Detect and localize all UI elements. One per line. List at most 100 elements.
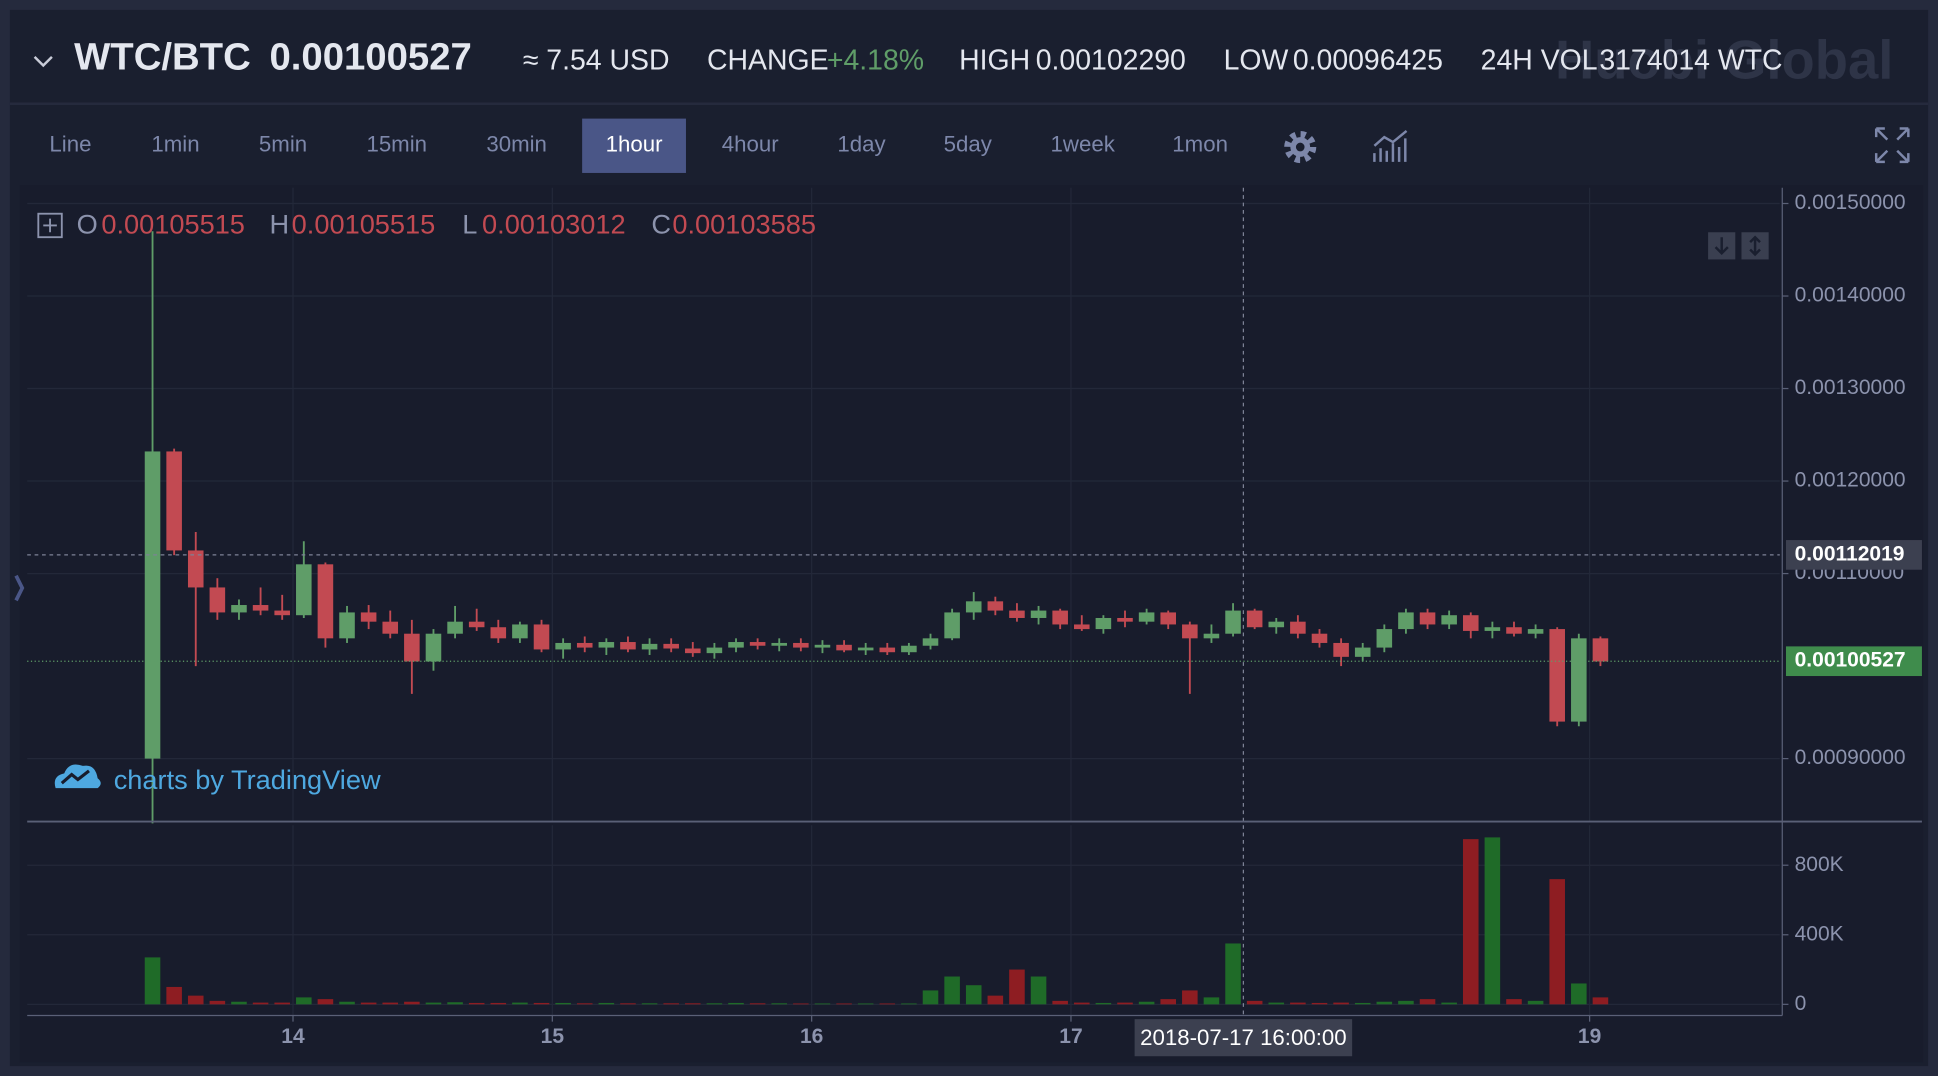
candle-body bbox=[252, 605, 269, 611]
open-label: O bbox=[77, 208, 98, 239]
candle-body bbox=[1506, 627, 1522, 634]
volume-bar bbox=[1182, 990, 1198, 1005]
volume-bar bbox=[965, 985, 982, 1005]
candle-body bbox=[1398, 612, 1414, 630]
volume-bar bbox=[1073, 1002, 1090, 1005]
candle-body bbox=[901, 645, 917, 653]
low-label: L bbox=[462, 208, 477, 239]
volume-bar bbox=[793, 1003, 809, 1005]
interval-tab[interactable]: Line bbox=[49, 132, 91, 157]
volume-bar bbox=[987, 995, 1004, 1005]
interval-tab[interactable]: 1mon bbox=[1172, 132, 1228, 157]
side-handle[interactable] bbox=[14, 574, 25, 602]
collapse-icon[interactable] bbox=[33, 55, 53, 68]
x-tick-label: 19 bbox=[1578, 1025, 1601, 1048]
low-label: LOW bbox=[1224, 44, 1289, 76]
candle-body bbox=[1549, 629, 1565, 722]
volume-bar bbox=[1571, 983, 1587, 1005]
candle-body bbox=[1073, 624, 1090, 630]
candle-body bbox=[382, 621, 399, 634]
volume-bar bbox=[555, 1002, 571, 1005]
candle-body bbox=[1117, 617, 1133, 622]
volume-bar bbox=[857, 1003, 874, 1005]
bars-glyph bbox=[1373, 138, 1407, 162]
volume-bar bbox=[879, 1003, 896, 1005]
high-label: H bbox=[269, 208, 289, 239]
volume-bar bbox=[425, 1002, 442, 1005]
interval-tab[interactable]: 5day bbox=[944, 132, 993, 157]
interval-tab[interactable]: 4hour bbox=[722, 132, 779, 157]
candle-body bbox=[339, 612, 355, 639]
high-value: 0.00102290 bbox=[1036, 44, 1186, 76]
change-label: CHANGE bbox=[707, 44, 829, 76]
x-tick-label: 15 bbox=[541, 1025, 565, 1048]
candle-body bbox=[317, 564, 334, 639]
candle-body bbox=[533, 624, 550, 650]
volume-bar bbox=[144, 957, 161, 1005]
vol-value: 3174014 WTC bbox=[1599, 44, 1782, 76]
volume-bar bbox=[1354, 1002, 1371, 1005]
candle-body bbox=[1182, 624, 1198, 639]
cloud-icon bbox=[54, 764, 101, 789]
interval-tab[interactable]: 1hour bbox=[606, 132, 663, 157]
candle-body bbox=[663, 643, 679, 649]
volume-bar bbox=[1138, 1001, 1155, 1005]
volume-bar bbox=[296, 997, 312, 1005]
close-label: C bbox=[651, 208, 671, 239]
interval-tab[interactable]: 1day bbox=[837, 132, 886, 157]
x-tick-label: 17 bbox=[1059, 1025, 1082, 1048]
settings-icon[interactable] bbox=[1284, 130, 1317, 164]
candle-body bbox=[706, 647, 723, 654]
volume-bar bbox=[1160, 999, 1177, 1005]
candle-body bbox=[187, 550, 204, 588]
open-value: 0.00105515 bbox=[101, 208, 245, 239]
candle-body bbox=[1354, 647, 1371, 657]
candle-body bbox=[1333, 642, 1349, 657]
volume-bar bbox=[1246, 1000, 1263, 1005]
line-glyph bbox=[1373, 129, 1408, 147]
volume-bar bbox=[771, 1003, 788, 1005]
interval-tab[interactable]: 30min bbox=[486, 132, 547, 157]
volume-bar bbox=[187, 995, 204, 1005]
legend-toggle[interactable] bbox=[37, 212, 63, 239]
watermark: charts by TradingView bbox=[114, 764, 381, 795]
volume-tick-label: 0 bbox=[1795, 992, 1807, 1015]
fullscreen-icon[interactable] bbox=[1874, 127, 1910, 164]
last-price-box bbox=[1785, 646, 1922, 677]
volume-bar bbox=[1376, 1001, 1393, 1005]
volume-bar bbox=[706, 1003, 723, 1005]
brand-watermark: Huobi Global bbox=[1555, 30, 1893, 91]
volume-bar bbox=[317, 999, 334, 1005]
candle-body bbox=[1311, 633, 1328, 643]
candle-body bbox=[1376, 629, 1393, 648]
last-price-label: 0.00100527 bbox=[1795, 649, 1906, 672]
volume-bar bbox=[685, 1003, 701, 1005]
candle-body bbox=[749, 642, 766, 646]
candle-body bbox=[1527, 629, 1544, 634]
candle-body bbox=[857, 647, 874, 651]
tradingview-badge[interactable]: charts by TradingView bbox=[54, 764, 381, 795]
price: 0.00100527 bbox=[269, 35, 471, 78]
volume-bar bbox=[1592, 997, 1609, 1005]
toolbar: Line 1min 5min 15min 30min 1hour 4hour 1day 5day… bbox=[49, 118, 1228, 173]
volume-bar bbox=[944, 976, 960, 1005]
volume-bar bbox=[252, 1002, 269, 1005]
interval-tab[interactable]: 1min bbox=[151, 132, 199, 157]
interval-tab[interactable]: 5min bbox=[259, 132, 307, 157]
volume-bar bbox=[620, 1003, 636, 1005]
candle-body bbox=[231, 605, 247, 613]
arrows bbox=[1714, 235, 1761, 257]
candle-body bbox=[468, 621, 485, 628]
indicators-icon[interactable] bbox=[1373, 129, 1408, 162]
crosshair-price-box bbox=[1785, 540, 1922, 570]
candle-body bbox=[922, 638, 939, 646]
volume-bar bbox=[1398, 1000, 1414, 1005]
y-tick-label: 0.00120000 bbox=[1795, 469, 1906, 492]
interval-tab[interactable]: 15min bbox=[366, 132, 427, 157]
change-value: +4.18% bbox=[827, 44, 924, 76]
volume-bar bbox=[512, 1002, 528, 1005]
volume-bar bbox=[1052, 1000, 1068, 1005]
volume-bar bbox=[728, 1002, 744, 1005]
interval-tab[interactable]: 1week bbox=[1051, 132, 1116, 157]
volume-tick-label: 800K bbox=[1795, 853, 1844, 876]
